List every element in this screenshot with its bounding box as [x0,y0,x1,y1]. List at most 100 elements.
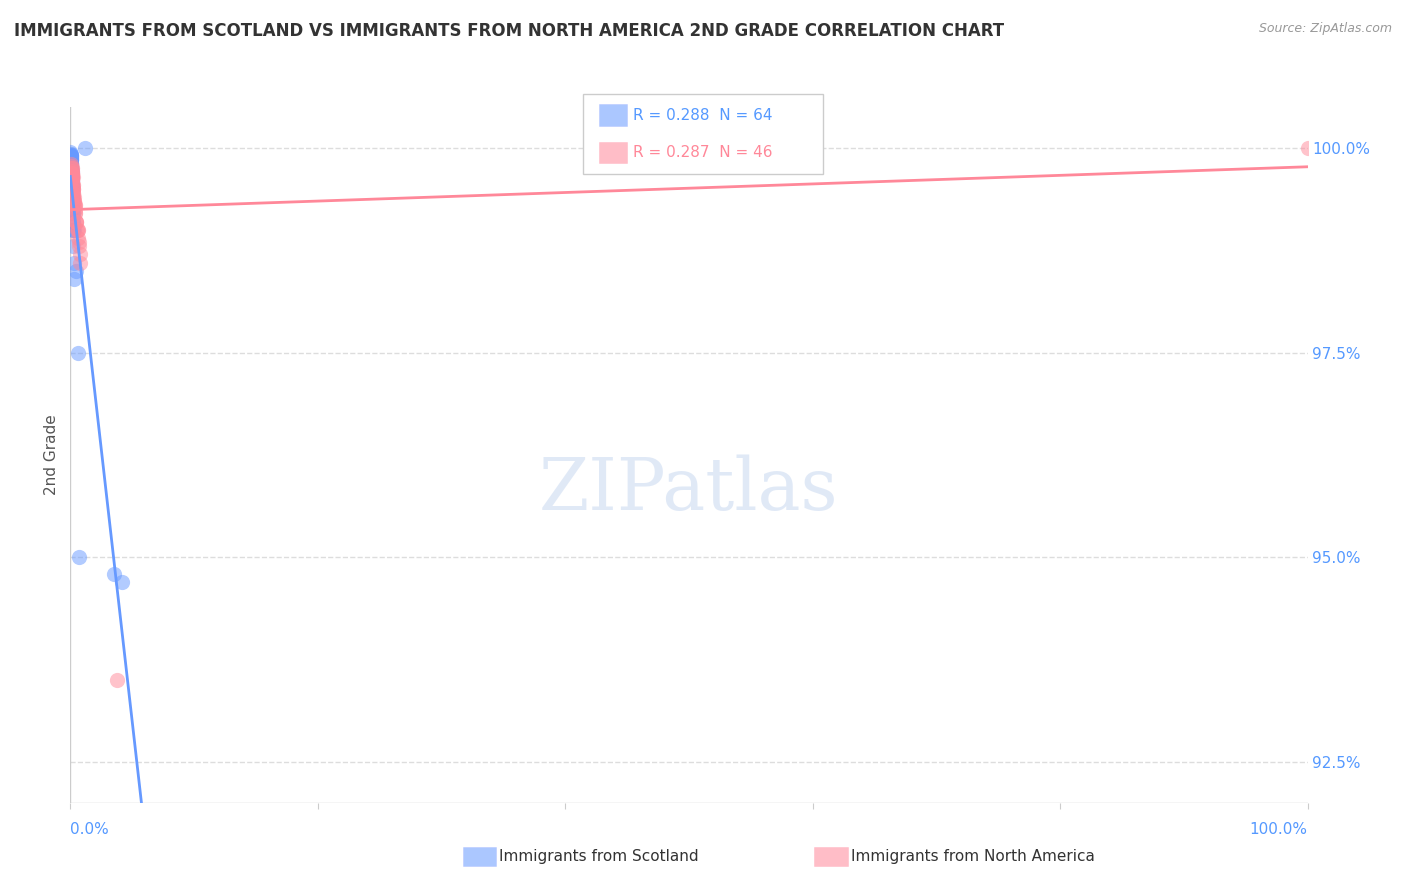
Point [60,182,83,196]
Text: Immigrants from Scotland: Immigrants from Scotland [499,849,699,863]
Point [60,159,83,173]
Point [65,214,87,228]
Point [59,151,82,165]
Text: R = 0.288  N = 64: R = 0.288 N = 64 [633,108,772,122]
Point [60,164,83,178]
Point [62,182,84,196]
Point [59,153,82,168]
Point [60,206,83,220]
Point [62,194,84,209]
Point [63,223,86,237]
Point [62,169,84,184]
Point [63,198,86,212]
Point [62,214,84,228]
Point [62,223,84,237]
Point [105,673,128,687]
Point [60,194,83,209]
Point [66,223,89,237]
Point [1296,141,1319,155]
Point [60,174,83,188]
Text: IMMIGRANTS FROM SCOTLAND VS IMMIGRANTS FROM NORTH AMERICA 2ND GRADE CORRELATION : IMMIGRANTS FROM SCOTLAND VS IMMIGRANTS F… [14,22,1004,40]
Point [60,169,83,184]
Point [75,141,97,155]
Text: 0.0%: 0.0% [70,822,110,837]
Point [67,239,90,253]
Point [60,167,83,181]
Point [111,574,134,589]
Point [59,147,82,161]
Point [59,149,82,163]
Point [63,194,86,209]
Point [66,223,89,237]
Point [60,198,83,212]
Text: Immigrants from North America: Immigrants from North America [851,849,1094,863]
Point [66,345,89,359]
Point [62,178,84,192]
Point [60,161,83,176]
Point [60,169,83,184]
Point [59,153,82,168]
Point [65,206,87,220]
Point [67,235,90,249]
Point [67,550,90,565]
Point [60,174,83,188]
Point [62,186,84,200]
Point [60,178,83,192]
Point [59,148,82,162]
Point [67,231,90,245]
Point [60,161,83,176]
Point [62,190,84,204]
Point [60,198,83,212]
Point [60,155,83,169]
Point [60,165,83,179]
Point [60,165,83,179]
Point [60,169,83,184]
Point [69,247,91,261]
Point [60,165,83,179]
Text: R = 0.287  N = 46: R = 0.287 N = 46 [633,145,772,160]
Point [59,151,82,165]
Point [62,206,84,220]
Point [66,223,89,237]
Point [69,255,91,269]
Point [62,186,84,200]
Point [63,206,86,220]
Point [59,157,82,171]
Point [62,239,84,253]
Point [60,165,83,179]
Point [60,161,83,176]
Point [65,202,87,217]
Y-axis label: 2nd Grade: 2nd Grade [44,415,59,495]
Point [60,161,83,176]
Point [65,214,87,228]
Text: ZIPatlas: ZIPatlas [538,454,839,525]
Point [63,198,86,212]
Point [62,206,84,220]
Point [60,169,83,184]
Point [59,153,82,168]
Point [60,174,83,188]
Point [60,165,83,179]
Point [60,161,83,176]
Point [60,190,83,204]
Point [60,161,83,176]
Point [59,152,82,166]
Point [59,150,82,164]
Point [62,214,84,228]
Point [62,255,84,269]
Point [65,214,87,228]
Point [63,198,86,212]
Point [60,174,83,188]
Point [60,178,83,192]
Text: Source: ZipAtlas.com: Source: ZipAtlas.com [1258,22,1392,36]
Point [60,157,83,171]
Point [60,159,83,173]
Point [60,157,83,171]
Point [60,159,83,173]
Point [62,182,84,196]
Point [60,172,83,186]
Point [60,159,83,173]
Point [62,182,84,196]
Point [60,155,83,169]
Point [62,190,84,204]
